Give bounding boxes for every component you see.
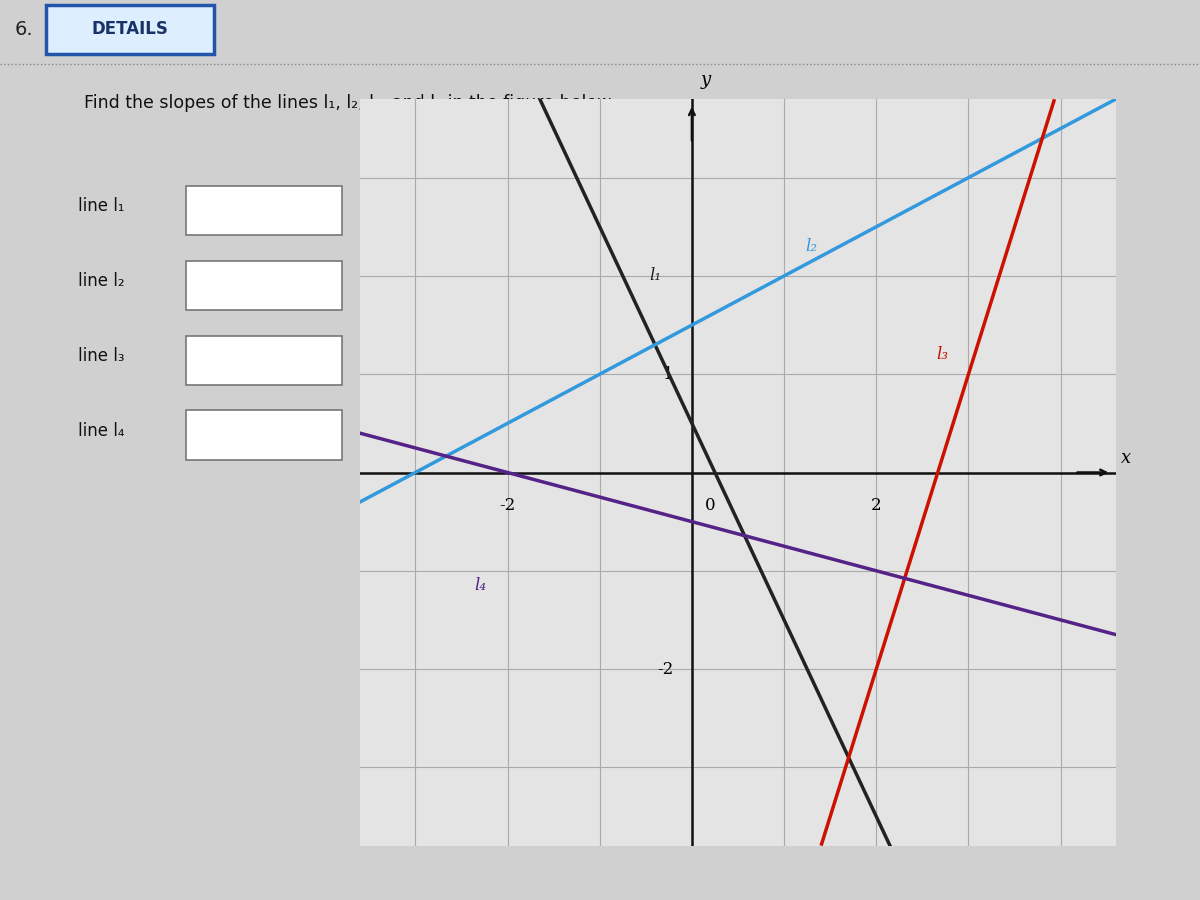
FancyBboxPatch shape <box>186 410 342 460</box>
Text: line l₁: line l₁ <box>78 197 125 215</box>
Text: Find the slopes of the lines l₁, l₂, l₃, and l₄ in the figure below.: Find the slopes of the lines l₁, l₂, l₃,… <box>84 94 616 112</box>
Text: line l₄: line l₄ <box>78 422 125 440</box>
FancyBboxPatch shape <box>46 4 214 54</box>
Text: -2: -2 <box>499 497 516 514</box>
Text: line l₂: line l₂ <box>78 272 125 290</box>
FancyBboxPatch shape <box>186 261 342 310</box>
FancyBboxPatch shape <box>186 336 342 385</box>
Text: line l₃: line l₃ <box>78 346 125 364</box>
Text: 2: 2 <box>871 497 882 514</box>
FancyBboxPatch shape <box>186 186 342 236</box>
Text: DETAILS: DETAILS <box>91 20 168 38</box>
Text: y: y <box>701 71 710 89</box>
Text: 1: 1 <box>662 365 673 382</box>
Text: -2: -2 <box>658 661 673 678</box>
Text: l₄: l₄ <box>474 577 486 594</box>
Text: l₂: l₂ <box>805 238 817 255</box>
Text: l₃: l₃ <box>937 346 949 363</box>
Text: l₁: l₁ <box>649 267 661 284</box>
Text: 6.: 6. <box>14 20 34 39</box>
Text: x: x <box>1121 449 1130 467</box>
Text: 0: 0 <box>706 497 715 514</box>
